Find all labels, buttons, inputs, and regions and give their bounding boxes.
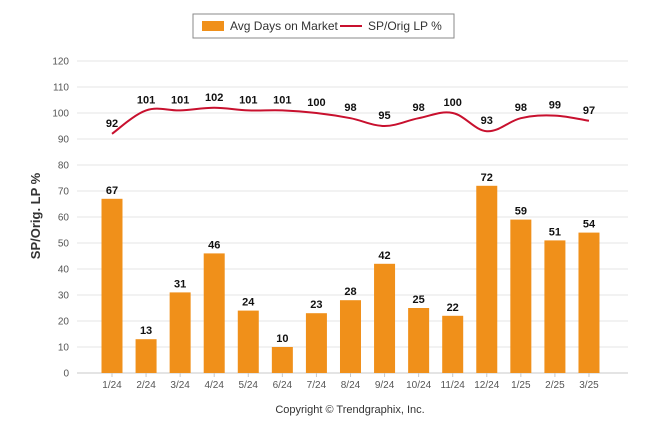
line-value-label: 98 — [515, 102, 527, 114]
y-tick-label: 90 — [58, 135, 70, 146]
legend-box — [192, 13, 455, 39]
y-tick-label: 80 — [58, 161, 70, 172]
legend-bar-label: Avg Days on Market — [230, 19, 338, 33]
bar-value-label: 54 — [583, 219, 596, 231]
line-value-label: 93 — [481, 115, 493, 127]
bar — [339, 300, 361, 373]
x-tick-label: 12/24 — [474, 380, 499, 391]
bar — [476, 185, 498, 373]
x-tick-label: 2/25 — [545, 380, 565, 391]
bar-value-label: 46 — [208, 239, 220, 251]
line-value-label: 98 — [344, 102, 356, 114]
bar-value-label: 28 — [344, 286, 356, 298]
line-value-label: 100 — [307, 97, 325, 109]
y-tick-label: 30 — [58, 291, 70, 302]
grid — [77, 60, 628, 374]
line-value-label: 98 — [413, 102, 425, 114]
copyright-text: Copyright © Trendgraphix, Inc. — [275, 404, 424, 416]
y-tick-label: 0 — [63, 369, 69, 380]
y-tick-label: 40 — [58, 265, 70, 276]
bar-value-label: 42 — [378, 250, 390, 262]
bar-value-label: 13 — [140, 325, 152, 337]
x-tick-label: 5/24 — [239, 380, 259, 391]
bar-value-label: 24 — [242, 297, 255, 309]
bar-value-label: 59 — [515, 206, 527, 218]
bar — [101, 198, 123, 373]
bar — [544, 240, 566, 373]
legend: Avg Days on Market SP/Orig LP % — [192, 13, 455, 39]
y-tick-label: 110 — [53, 83, 69, 94]
x-tick-label: 2/24 — [136, 380, 156, 391]
line-value-label: 101 — [137, 94, 155, 106]
legend-line-label: SP/Orig LP % — [368, 19, 442, 33]
bar — [578, 232, 600, 373]
bar — [408, 308, 430, 373]
x-tick-label: 3/24 — [170, 380, 190, 391]
y-tick-label: 120 — [52, 57, 69, 68]
line-value-label: 92 — [106, 118, 118, 130]
x-axis-ticks: 1/24 2/24 3/24 4/24 5/24 6/24 7/24 8/24 9/24 10/2… — [102, 373, 599, 391]
line-series-path — [111, 106, 590, 135]
bar-value-label: 31 — [174, 278, 186, 290]
x-tick-label: 10/24 — [406, 380, 431, 391]
line-value-label: 102 — [205, 92, 223, 104]
y-tick-label: 50 — [58, 239, 70, 250]
y-tick-label: 70 — [58, 187, 70, 198]
line-value-label: 101 — [239, 94, 257, 106]
line-value-label: 97 — [583, 105, 595, 117]
y-tick-label: 60 — [58, 213, 70, 224]
bar — [510, 219, 532, 373]
line-value-label: 101 — [273, 94, 291, 106]
bar — [442, 315, 464, 373]
x-tick-label: 3/25 — [579, 380, 599, 391]
x-tick-label: 6/24 — [273, 380, 293, 391]
bar-value-label: 10 — [276, 333, 288, 345]
bar-value-label: 72 — [481, 172, 493, 184]
x-tick-label: 7/24 — [307, 380, 327, 391]
bar-value-label: 51 — [549, 226, 561, 238]
bar — [305, 313, 327, 373]
x-tick-label: 1/25 — [511, 380, 531, 391]
y-tick-label: 100 — [52, 109, 69, 120]
bar — [135, 339, 157, 373]
line-value-label: 101 — [171, 94, 189, 106]
x-tick-label: 4/24 — [204, 380, 224, 391]
line-value-label: 100 — [444, 97, 462, 109]
y-axis-ticks: 0 10 20 30 40 50 60 70 80 90 100 110 120 — [52, 57, 69, 380]
bar-value-label: 25 — [413, 294, 425, 306]
y-axis-title: SP/Orig. LP % — [28, 172, 43, 259]
bar-value-label: 67 — [106, 185, 118, 197]
bar — [237, 310, 259, 373]
bar — [169, 292, 191, 373]
bar — [374, 263, 396, 373]
x-tick-label: 1/24 — [102, 380, 122, 391]
line-value-label: 99 — [549, 100, 561, 112]
line-value-label: 95 — [378, 110, 390, 122]
bar — [203, 253, 225, 373]
bar-value-label: 23 — [310, 299, 322, 311]
bar-value-label: 22 — [447, 302, 459, 314]
line-data-labels: 92 101 101 102 101 101 100 98 95 98 100 93 98 99 97 — [106, 92, 595, 130]
line-series — [111, 106, 590, 135]
bar — [271, 347, 293, 373]
y-tick-label: 10 — [58, 343, 70, 354]
bars — [101, 185, 600, 373]
x-tick-label: 9/24 — [375, 380, 395, 391]
x-tick-label: 8/24 — [341, 380, 361, 391]
x-tick-label: 11/24 — [441, 380, 466, 391]
bar-data-labels: 67 13 31 46 24 10 23 28 42 25 22 72 59 51 54 — [106, 172, 596, 345]
y-tick-label: 20 — [58, 317, 70, 328]
legend-bar-swatch — [202, 21, 224, 31]
